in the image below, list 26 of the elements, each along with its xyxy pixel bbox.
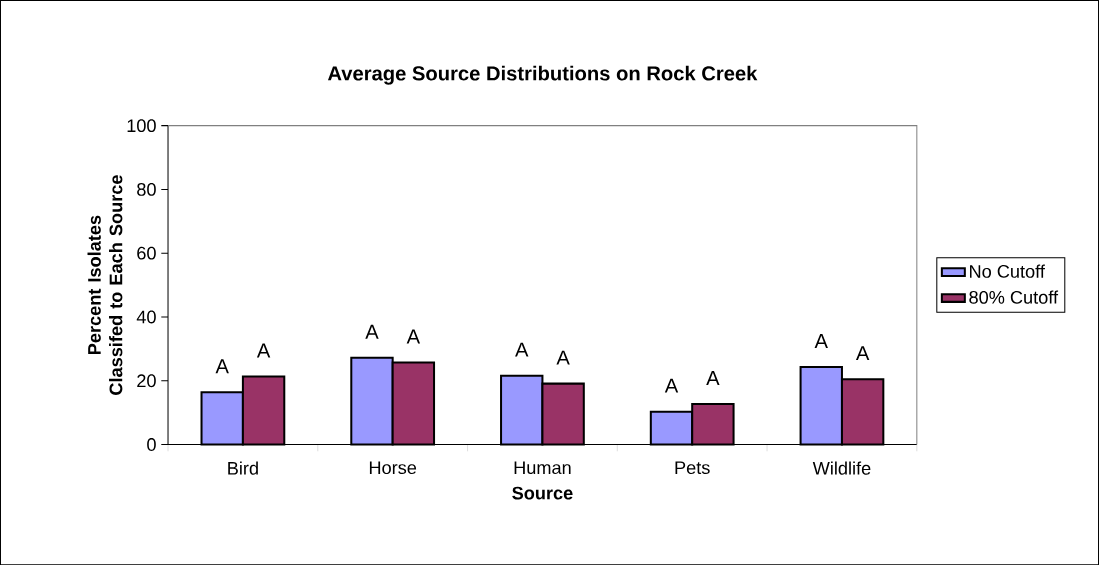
- chart-title: Average Source Distributions on Rock Creek: [327, 65, 758, 85]
- annotation: A: [855, 346, 870, 360]
- annotation: A: [706, 370, 720, 385]
- annotation: A: [406, 329, 421, 344]
- legend-label: No Cutoff: [970, 264, 1045, 278]
- y-tick-label: 100: [127, 119, 156, 132]
- y-tick-label: 80: [137, 182, 156, 196]
- legend-label: 80% Cutoff: [969, 290, 1059, 304]
- y-tick-label: 0: [147, 438, 156, 451]
- annotation: A: [215, 359, 229, 374]
- annotation: A: [515, 342, 529, 357]
- x-tick-label: Wildlife: [812, 461, 871, 475]
- x-tick-label: Horse: [369, 461, 417, 474]
- annotation: A: [814, 333, 828, 348]
- annotation: A: [256, 343, 271, 358]
- x-tick-label: Pets: [675, 461, 710, 474]
- annotation: A: [365, 324, 379, 339]
- x-tick-label: Bird: [228, 461, 258, 475]
- y-tick-label: 20: [137, 374, 156, 388]
- x-axis-title: Source: [512, 486, 573, 500]
- annotation: A: [664, 378, 679, 393]
- y-axis-title: Percent Isolates Classifed to Each Source: [87, 175, 123, 395]
- y-tick-label: 40: [136, 310, 156, 324]
- annotation: A: [556, 350, 570, 365]
- x-tick-label: Human: [514, 461, 571, 474]
- y-tick-label: 60: [137, 246, 156, 260]
